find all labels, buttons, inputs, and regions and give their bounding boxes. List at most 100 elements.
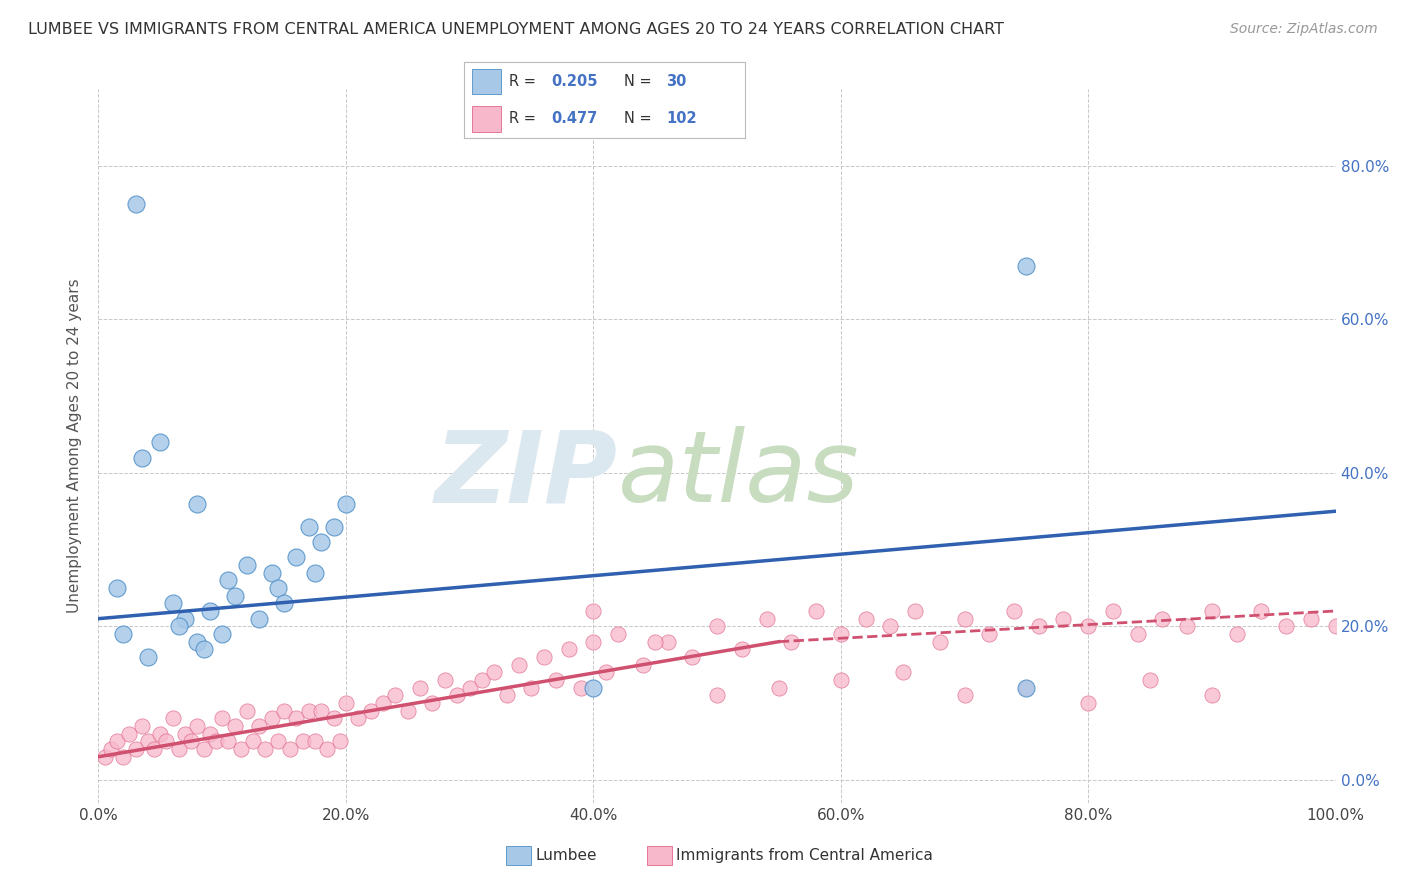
Point [186, 497, 208, 511]
Point [508, 657, 530, 672]
Point [211, 627, 233, 641]
Point [198, 604, 221, 618]
Point [174, 727, 197, 741]
Point [267, 734, 290, 748]
Point [360, 704, 382, 718]
Point [1299, 612, 1322, 626]
Text: Lumbee: Lumbee [536, 848, 598, 863]
Point [155, 734, 177, 748]
Point [278, 742, 301, 756]
Point [167, 619, 190, 633]
Text: 0.205: 0.205 [551, 73, 598, 88]
Point [309, 704, 332, 718]
Point [298, 704, 321, 718]
Point [149, 727, 172, 741]
Point [1324, 619, 1347, 633]
Point [136, 734, 159, 748]
Point [433, 673, 456, 687]
Point [1015, 681, 1038, 695]
Point [484, 665, 506, 680]
Text: N =: N = [624, 112, 657, 127]
Point [316, 742, 339, 756]
Point [136, 650, 159, 665]
Point [224, 719, 246, 733]
Point [322, 711, 344, 725]
Point [322, 519, 344, 533]
Point [149, 435, 172, 450]
Point [706, 619, 728, 633]
Point [217, 574, 239, 588]
Point [582, 634, 605, 648]
Point [124, 197, 146, 211]
Point [1052, 612, 1074, 626]
Point [631, 657, 654, 672]
Point [928, 634, 950, 648]
Point [681, 650, 703, 665]
Point [131, 450, 153, 465]
Point [1201, 604, 1223, 618]
Point [1015, 681, 1038, 695]
Point [247, 719, 270, 733]
Point [1152, 612, 1174, 626]
Text: 102: 102 [666, 112, 697, 127]
Point [193, 742, 215, 756]
Point [211, 711, 233, 725]
Point [1015, 259, 1038, 273]
Point [304, 734, 326, 748]
Point [174, 612, 197, 626]
Point [198, 727, 221, 741]
Point [224, 589, 246, 603]
Point [595, 665, 617, 680]
Text: R =: R = [509, 112, 540, 127]
Bar [472, 69, 501, 95]
Point [422, 696, 444, 710]
Point [260, 711, 283, 725]
Point [396, 704, 419, 718]
Point [291, 734, 314, 748]
Point [855, 612, 877, 626]
Point [309, 535, 332, 549]
Point [131, 719, 153, 733]
Point [143, 742, 166, 756]
Point [217, 734, 239, 748]
Point [105, 734, 128, 748]
Point [335, 497, 357, 511]
Text: 0.477: 0.477 [551, 112, 598, 127]
Point [557, 642, 579, 657]
Point [1175, 619, 1198, 633]
Point [112, 749, 135, 764]
Point [254, 742, 277, 756]
Text: Immigrants from Central America: Immigrants from Central America [676, 848, 934, 863]
Point [830, 673, 852, 687]
Text: Source: ZipAtlas.com: Source: ZipAtlas.com [1230, 22, 1378, 37]
Point [236, 558, 259, 572]
Point [298, 519, 321, 533]
Point [1250, 604, 1272, 618]
Point [1275, 619, 1298, 633]
Point [329, 734, 352, 748]
Point [569, 681, 592, 695]
Point [533, 650, 555, 665]
Point [582, 681, 605, 695]
Point [1126, 627, 1149, 641]
Point [891, 665, 914, 680]
Point [755, 612, 778, 626]
Point [347, 711, 370, 725]
Text: atlas: atlas [619, 426, 859, 523]
Point [768, 681, 790, 695]
Point [904, 604, 927, 618]
Text: R =: R = [509, 73, 540, 88]
Point [1102, 604, 1125, 618]
Point [953, 689, 976, 703]
Point [879, 619, 901, 633]
Y-axis label: Unemployment Among Ages 20 to 24 years: Unemployment Among Ages 20 to 24 years [67, 278, 83, 614]
Bar [472, 106, 501, 132]
Point [285, 550, 308, 565]
Point [371, 696, 394, 710]
Text: 30: 30 [666, 73, 686, 88]
Point [953, 612, 976, 626]
Point [304, 566, 326, 580]
Point [118, 727, 141, 741]
Point [1077, 696, 1099, 710]
Point [1201, 689, 1223, 703]
